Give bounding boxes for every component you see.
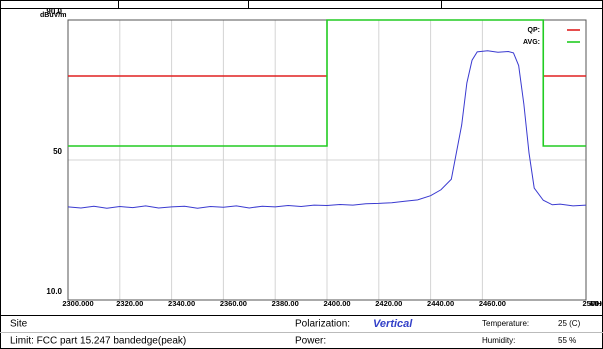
x-tick-label: 2460.00 — [479, 299, 506, 308]
x-tick-label: 2320.00 — [116, 299, 143, 308]
y-tick-label: 10.0 — [46, 287, 62, 296]
cell: 55 % — [558, 336, 576, 345]
y-tick-label: 90.0 — [46, 7, 62, 16]
x-tick-label: 2500.00 — [582, 299, 603, 308]
x-tick-label: 2380.00 — [272, 299, 299, 308]
cell: 25 (C) — [558, 319, 581, 328]
x-tick-label: 2420.00 — [375, 299, 402, 308]
y-tick-label: 50 — [53, 147, 62, 156]
series-line — [67, 50, 587, 209]
x-tick-label: 2440.00 — [427, 299, 454, 308]
x-tick-label: 2360.00 — [220, 299, 247, 308]
cell: Limit: FCC part 15.247 bandedge(peak) — [10, 336, 186, 347]
cell: Power: — [295, 336, 326, 347]
x-tick-label: 2300.000 — [62, 299, 93, 308]
x-tick-label: 2340.00 — [168, 299, 195, 308]
cell: Vertical — [373, 318, 413, 330]
cell: Polarization: — [295, 319, 350, 330]
cell: Humidity: — [482, 336, 515, 345]
y-unit: dBuV/m — [40, 12, 66, 19]
cell: Temperature: — [482, 319, 529, 328]
cell: Site — [10, 319, 28, 330]
x-unit: MHz — [590, 299, 603, 308]
x-tick-label: 2400.00 — [323, 299, 350, 308]
legend-label: AVG: — [523, 39, 540, 46]
legend-label: QP: — [528, 27, 540, 34]
series-line — [68, 19, 586, 147]
